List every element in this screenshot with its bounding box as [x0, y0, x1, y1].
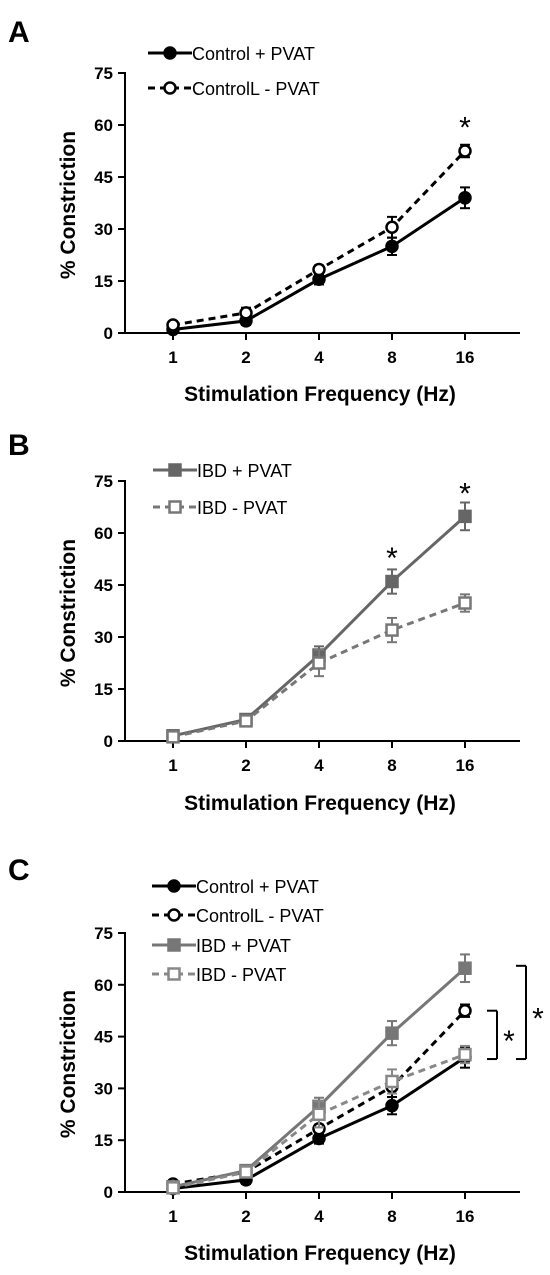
- panel-a-legend-marker-2: [163, 81, 177, 95]
- panel-a-x-tick-label: 4: [314, 348, 324, 367]
- panel-b-legend-label-1: IBD + PVAT: [197, 461, 292, 481]
- panel-b-y-tick-label: 45: [94, 576, 113, 595]
- panel-c-y-tick-label: 75: [94, 924, 113, 943]
- panel-b-x-tick-label: 8: [387, 756, 396, 775]
- panel-c-legend-marker-4: [167, 967, 181, 981]
- panel-a-letter: A: [8, 16, 30, 49]
- panel-c-legend-label-4: IBD - PVAT: [196, 965, 286, 985]
- panel-a-data-point: [239, 306, 253, 320]
- panel-c-data-point: [385, 1074, 399, 1089]
- panel-b-y-axis-title: % Constriction: [57, 539, 80, 687]
- panel-b-data-point: [458, 596, 472, 610]
- panel-b-data-point: [239, 714, 253, 728]
- panel-a-x-axis-title: Stimulation Frequency (Hz): [184, 383, 456, 406]
- panel-c-data-point: [385, 1098, 399, 1113]
- panel-b-legend-marker-2: [168, 500, 182, 514]
- panel-c-data-point: [312, 1107, 326, 1122]
- panel-b-legend-marker-1: [168, 463, 182, 477]
- panel-b-data-point: [458, 509, 472, 524]
- panel-b-y-tick-label: 75: [94, 472, 113, 491]
- panel-c-legend-label-3: IBD + PVAT: [196, 936, 291, 956]
- panel-b-series-line-2: [172, 601, 466, 739]
- panel-c-legend-label-1: Control + PVAT: [196, 877, 319, 897]
- panel-a-legend-label-1: Control + PVAT: [192, 44, 315, 64]
- panel-c-y-tick-label: 45: [94, 1028, 113, 1047]
- panel-a-data-point: [458, 191, 472, 205]
- panel-a: A % Constriction Stimulation Frequency (…: [8, 16, 520, 406]
- panel-c-series-line-3: [172, 967, 466, 1189]
- panel-a-x-tick-label: 8: [387, 348, 396, 367]
- panel-b-x-tick-label: 4: [314, 756, 324, 775]
- panel-c-legend-marker-1: [167, 879, 181, 893]
- panel-a-data-point: [166, 318, 180, 332]
- panel-c-data-point: [385, 1026, 399, 1040]
- panel-c-x-tick-label: 8: [387, 1207, 396, 1226]
- panel-a-data-point: [385, 220, 399, 235]
- panel-c-data-point: [458, 1003, 472, 1018]
- panel-b-y-tick-label: 0: [104, 732, 113, 751]
- panel-a-data-point: [385, 239, 399, 254]
- panel-c-y-tick-label: 15: [94, 1131, 113, 1150]
- panel-c-legend-marker-3: [167, 938, 181, 952]
- panel-c-data-point: [239, 1165, 253, 1179]
- panel-c-x-tick-label: 1: [168, 1207, 177, 1226]
- panel-c-legend-label-2: ControlL - PVAT: [196, 906, 324, 926]
- panel-c-y-axis-title: % Constriction: [57, 990, 80, 1138]
- panel-c-series-line-4: [172, 1053, 466, 1190]
- panel-b-y-tick-label: 60: [94, 524, 113, 543]
- panel-b-data-point: [385, 623, 399, 637]
- panel-c-data-point: [166, 1181, 180, 1195]
- panel-a-legend-label-2: ControlL - PVAT: [192, 79, 320, 99]
- panel-b-x-tick-label: 16: [456, 756, 475, 775]
- panel-a-y-tick-label: 60: [94, 116, 113, 135]
- panel-c-letter: C: [8, 854, 30, 887]
- panel-a-data-point: [312, 262, 326, 277]
- panel-a-y-tick-label: 45: [94, 168, 113, 187]
- panel-a-series-line-2: [172, 149, 467, 327]
- panel-c-plot: 0 15 30 45 60 75 1 2 4 8 16 * *: [94, 879, 544, 1226]
- panel-c-data-point: [458, 1047, 472, 1062]
- panel-b-data-point: [166, 730, 180, 744]
- panel-b: B % Constriction Stimulation Frequency (…: [8, 429, 520, 815]
- panel-c-y-tick-label: 60: [94, 976, 113, 995]
- panel-b-y-tick-label: 30: [94, 628, 113, 647]
- panel-a-x-tick-label: 16: [456, 348, 475, 367]
- panel-b-series-line-1: [172, 515, 466, 738]
- panel-a-legend-marker-1: [163, 46, 177, 60]
- panel-a-data-point: [458, 144, 472, 158]
- panel-b-plot: 0 15 30 45 60 75 1 2 4 8 16 * *: [94, 463, 520, 775]
- panel-c-legend-marker-2: [167, 908, 181, 922]
- panel-c: C % Constriction Stimulation Frequency (…: [8, 854, 544, 1265]
- panel-a-x-tick-label: 2: [241, 348, 250, 367]
- panel-a-y-tick-label: 15: [94, 272, 113, 291]
- panel-a-significance-star: *: [459, 111, 471, 144]
- panel-b-x-tick-label: 2: [241, 756, 250, 775]
- panel-b-letter: B: [8, 429, 30, 462]
- panel-b-significance-star: *: [459, 478, 471, 511]
- panel-b-data-point: [385, 574, 399, 589]
- panel-b-significance-star: *: [386, 542, 398, 575]
- panel-c-bracket-star: *: [503, 1025, 515, 1058]
- panel-b-data-point: [312, 656, 326, 670]
- panel-a-y-tick-label: 0: [104, 324, 113, 343]
- panel-c-x-tick-label: 2: [241, 1207, 250, 1226]
- panel-c-bracket-star: *: [532, 1002, 544, 1035]
- panel-c-y-tick-label: 30: [94, 1079, 113, 1098]
- panel-b-x-axis-title: Stimulation Frequency (Hz): [184, 792, 456, 815]
- panel-b-y-tick-label: 15: [94, 680, 113, 699]
- panel-a-plot: 0 15 30 45 60 75 1 2 4 8 16 *: [94, 46, 520, 367]
- panel-a-y-axis-title: % Constriction: [57, 131, 80, 279]
- panel-c-y-tick-label: 0: [104, 1183, 113, 1202]
- panel-c-x-axis-title: Stimulation Frequency (Hz): [184, 1242, 456, 1265]
- panel-c-x-tick-label: 16: [456, 1207, 475, 1226]
- panel-b-legend-label-2: IBD - PVAT: [197, 498, 287, 518]
- panel-a-x-tick-label: 1: [168, 348, 177, 367]
- panel-a-y-tick-label: 75: [94, 64, 113, 83]
- panel-c-x-tick-label: 4: [314, 1207, 324, 1226]
- panel-b-x-tick-label: 1: [168, 756, 177, 775]
- panel-c-data-point: [458, 961, 472, 975]
- panel-a-y-tick-label: 30: [94, 220, 113, 239]
